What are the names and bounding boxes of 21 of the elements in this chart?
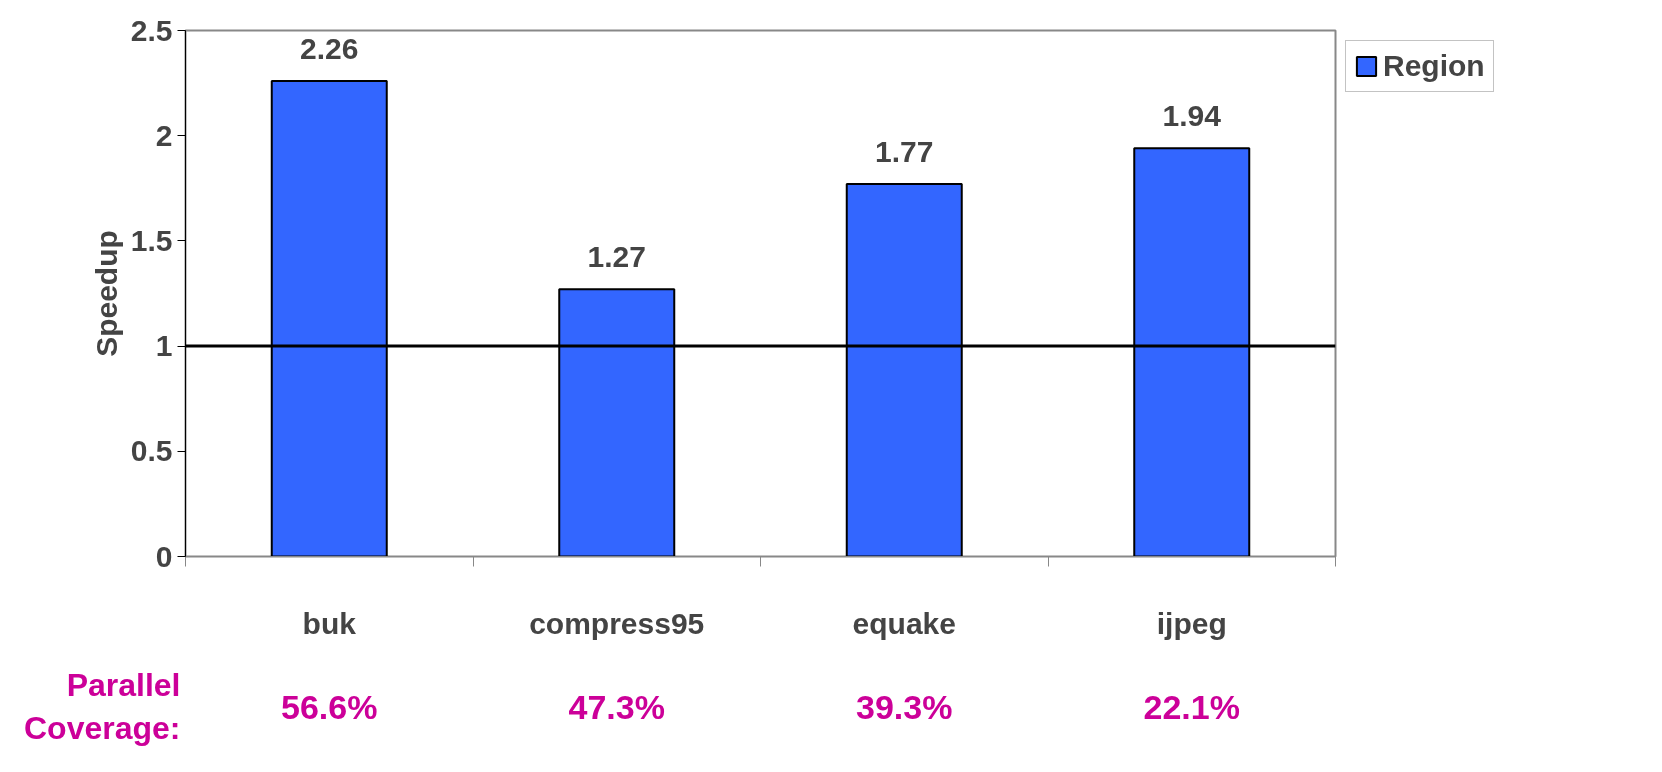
- y-axis-title: Speedup: [89, 230, 123, 357]
- y-tick-label: 1: [155, 329, 173, 363]
- data-label: 1.27: [587, 240, 646, 274]
- text: 22.1%: [1143, 687, 1240, 726]
- text: Parallel Coverage:: [24, 666, 181, 747]
- data-label: 2.26: [300, 32, 359, 65]
- x-tick-label: compress95: [529, 606, 705, 640]
- y-tick-label: 1.5: [130, 223, 173, 257]
- data-label: 1.77: [875, 135, 934, 169]
- y-tick-label: 0: [155, 539, 173, 573]
- y-tick-label: 0.5: [130, 434, 173, 468]
- y-tick-label: 2: [155, 118, 173, 152]
- y-tick-label: 2.5: [130, 13, 173, 47]
- legend-label: Region: [1383, 49, 1485, 83]
- text: 47.3%: [568, 687, 665, 726]
- text: 56.6%: [281, 687, 378, 726]
- x-tick-label: buk: [302, 606, 357, 640]
- text: 39.3%: [856, 687, 953, 726]
- x-tick-label: equake: [852, 606, 956, 640]
- data-label: 1.94: [1162, 99, 1222, 133]
- x-tick-label: ijpeg: [1156, 606, 1227, 640]
